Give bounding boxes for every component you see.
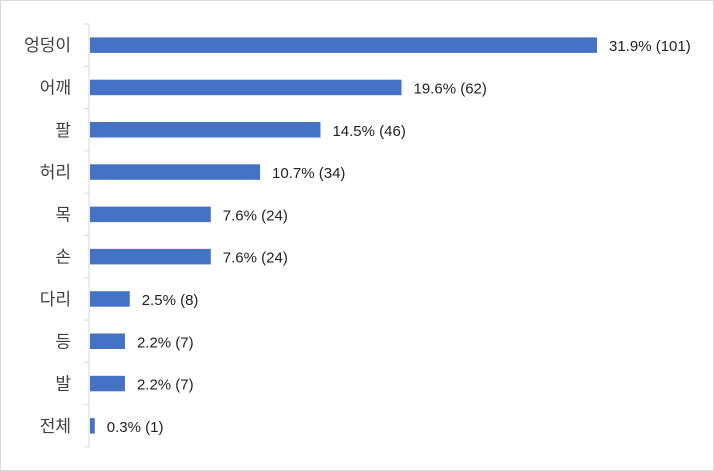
bar — [90, 248, 211, 265]
bar — [90, 333, 125, 349]
data-label: 10.7% (34) — [272, 165, 345, 182]
data-label: 7.6% (24) — [223, 207, 288, 224]
category-label: 전체 — [40, 417, 71, 437]
category-label: 엉덩이 — [24, 36, 71, 56]
data-label: 2.2% (7) — [137, 377, 194, 394]
bar — [90, 37, 597, 53]
category-label: 등 — [55, 332, 71, 352]
category-label: 목 — [55, 205, 71, 225]
category-label: 손 — [55, 248, 71, 268]
category-label: 팔 — [55, 121, 71, 141]
data-label: 2.5% (8) — [142, 292, 199, 309]
category-label: 어깨 — [40, 78, 71, 98]
category-label: 다리 — [40, 290, 71, 310]
bar — [90, 375, 125, 392]
bar — [90, 418, 95, 434]
data-label: 2.2% (7) — [137, 334, 194, 351]
data-label: 7.6% (24) — [223, 250, 288, 267]
category-label: 발 — [55, 375, 71, 395]
data-label: 14.5% (46) — [332, 123, 405, 140]
data-label: 31.9% (101) — [609, 38, 691, 55]
data-label: 0.3% (1) — [107, 419, 164, 436]
category-label: 허리 — [40, 163, 71, 183]
bar — [90, 291, 130, 307]
bar — [90, 79, 402, 96]
bar — [90, 122, 321, 138]
bar — [90, 206, 211, 223]
bar — [90, 164, 261, 180]
data-label: 19.6% (62) — [414, 80, 487, 97]
